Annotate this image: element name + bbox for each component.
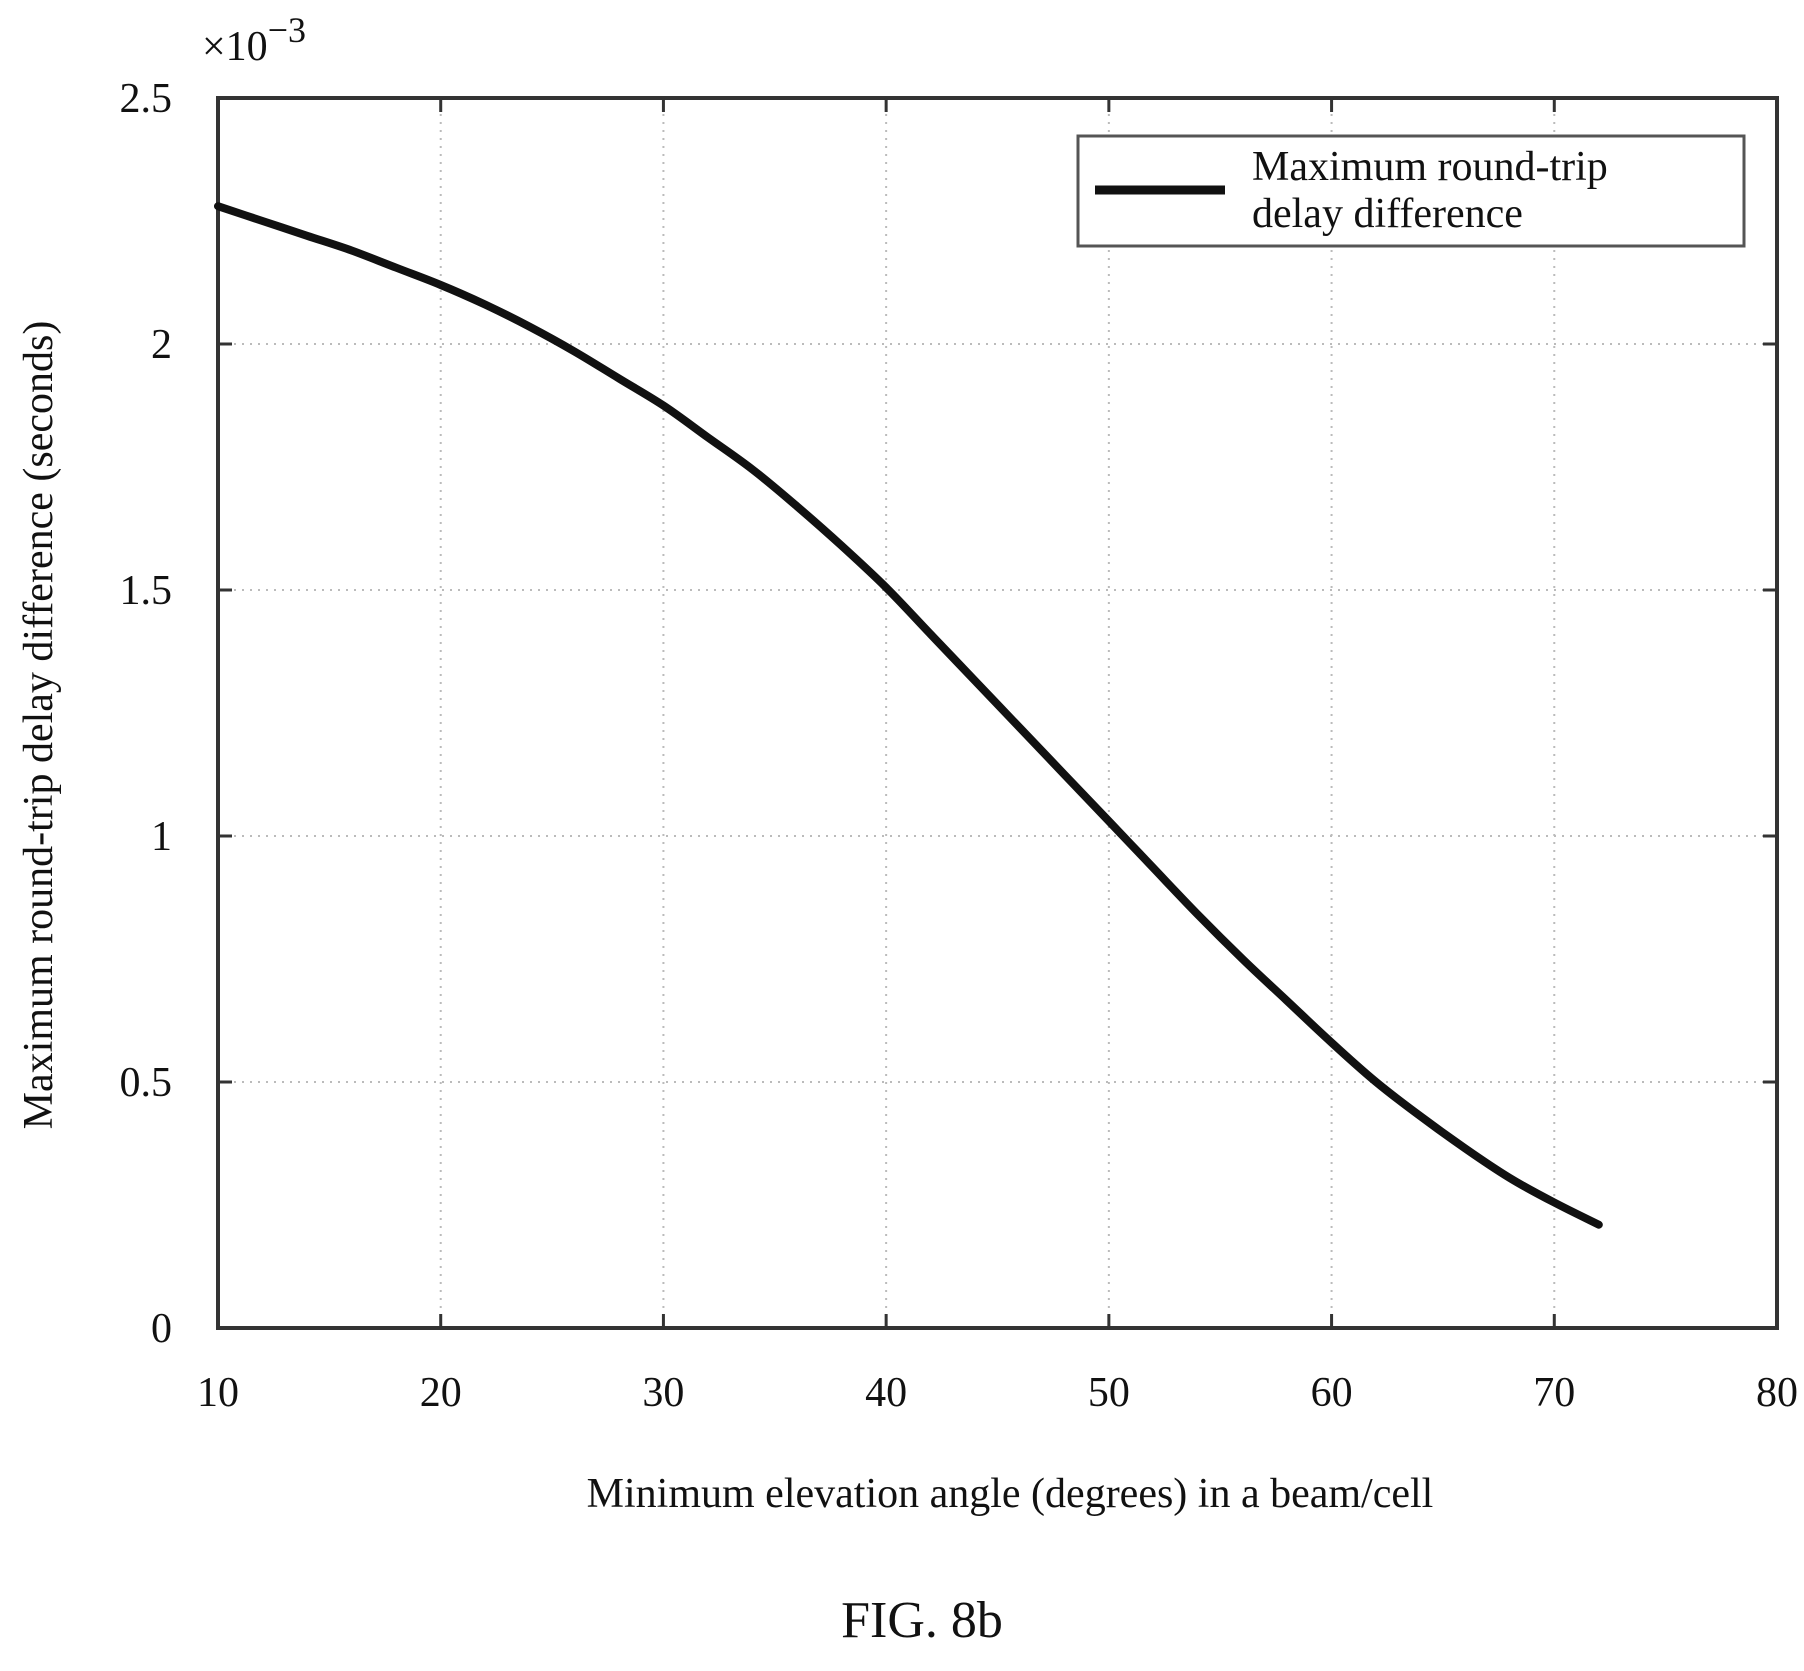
plot-area-frame bbox=[216, 96, 1779, 1330]
y-tick-label: 2 bbox=[151, 322, 172, 368]
x-axis-label: Minimum elevation angle (degrees) in a b… bbox=[587, 1471, 1434, 1517]
grid-lines bbox=[218, 98, 1777, 1328]
x-tick-label: 20 bbox=[420, 1370, 462, 1416]
figure-caption: FIG. 8b bbox=[841, 1592, 1003, 1649]
y-tick-label: 1.5 bbox=[120, 568, 173, 614]
axis-ticks bbox=[216, 96, 1779, 1330]
y-axis-label: Maximum round-trip delay difference (sec… bbox=[16, 321, 62, 1130]
x-tick-labels: 10 20 30 40 50 60 70 80 bbox=[197, 1370, 1798, 1416]
y-tick-labels: 0 0.5 1 1.5 2 2.5 bbox=[120, 76, 173, 1352]
y-tick-label: 0.5 bbox=[120, 1060, 173, 1106]
series-layer bbox=[214, 202, 1603, 1229]
y-tick-label: 2.5 bbox=[120, 76, 173, 122]
x-tick-label: 40 bbox=[865, 1370, 907, 1416]
x-tick-label: 10 bbox=[197, 1370, 239, 1416]
y-axis-multiplier: ×10−3 bbox=[202, 10, 306, 70]
x-tick-label: 70 bbox=[1533, 1370, 1575, 1416]
x-tick-label: 50 bbox=[1088, 1370, 1130, 1416]
series-line bbox=[214, 202, 1603, 1229]
y-tick-label: 0 bbox=[151, 1306, 172, 1352]
legend-entry-line-1: Maximum round-trip bbox=[1252, 144, 1608, 190]
y-tick-label: 1 bbox=[151, 814, 172, 860]
x-tick-label: 30 bbox=[642, 1370, 684, 1416]
legend-entry-line-2: delay difference bbox=[1252, 191, 1523, 237]
x-tick-label: 80 bbox=[1756, 1370, 1798, 1416]
x-tick-label: 60 bbox=[1311, 1370, 1353, 1416]
legend: Maximum round-trip delay difference bbox=[1076, 134, 1746, 248]
